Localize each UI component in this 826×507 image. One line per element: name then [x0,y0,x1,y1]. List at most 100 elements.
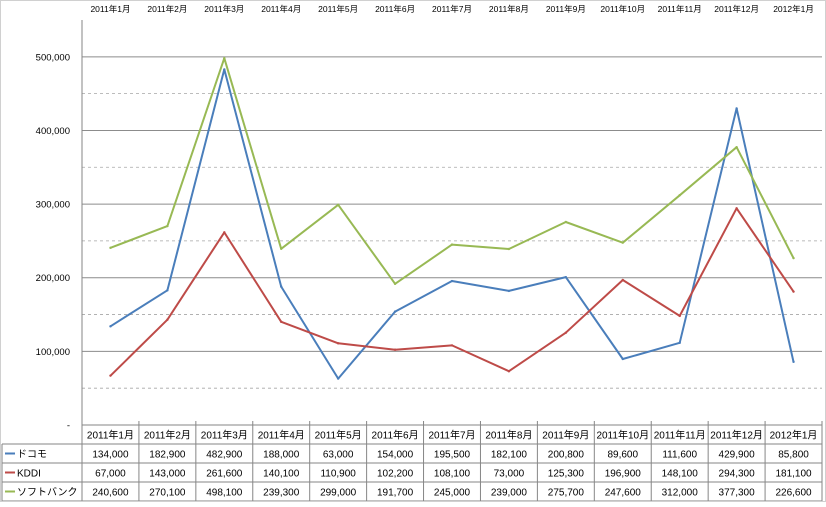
data-point [280,285,283,288]
table-value-cell: 143,000 [149,469,186,480]
table-value-cell: 108,100 [434,469,471,480]
table-value-cell: 261,600 [206,469,243,480]
data-point [280,320,283,324]
y-tick-label: 400,000 [36,126,70,137]
table-header-cell: 2011年4月 [258,429,305,442]
table-value-cell: 312,000 [662,488,699,499]
table-value-cell: 245,000 [434,488,471,499]
legend-label: ドコモ [17,450,47,461]
y-tick-label: 300,000 [36,200,70,211]
top-category-label: 2011年5月 [318,4,358,14]
data-point [336,342,340,345]
top-category-label: 2011年8月 [489,4,529,14]
table-header-cell: 2011年11月 [654,429,706,442]
data-point [735,207,738,210]
data-point [166,318,169,321]
top-category-label: 2011年4月 [261,4,301,14]
table-value-cell: 196,900 [605,469,642,480]
data-point [166,224,169,228]
table-value-cell: 482,900 [206,450,243,461]
table-value-cell: 377,300 [719,488,756,499]
table-header-cell: 2011年12月 [710,429,763,442]
top-category-label: 2011年11月 [658,4,702,14]
table-value-cell: 195,500 [434,450,471,461]
table-value-cell: 73,000 [494,469,525,480]
table-value-cell: 181,100 [775,469,812,480]
table-value-cell: 111,600 [662,450,697,461]
data-point [223,68,226,71]
table-header-cell: 2011年5月 [315,429,362,442]
top-category-label: 2012年1月 [773,4,814,14]
table-value-cell: 154,000 [377,450,414,461]
table-header-cell: 2011年6月 [372,429,419,442]
table-value-cell: 294,300 [719,469,756,480]
table-value-cell: 275,700 [548,488,585,499]
table-value-cell: 240,600 [92,488,129,499]
data-point [564,275,568,279]
table-value-cell: 85,800 [778,450,809,461]
top-category-label: 2011年12月 [714,4,759,14]
y-tick-label: 200,000 [36,273,70,284]
data-point [109,246,112,250]
data-point [336,377,340,380]
table-value-cell: 110,900 [320,469,356,480]
table-value-cell: 188,000 [263,450,300,461]
table-value-cell: 67,000 [95,469,126,480]
table-value-cell: 140,100 [263,469,300,480]
table-value-cell: 498,100 [206,488,243,499]
data-point [621,278,624,282]
table-value-cell: 429,900 [719,450,756,461]
table-value-cell: 200,800 [548,450,585,461]
top-category-label: 2011年1月 [90,4,130,14]
top-category-label: 2011年9月 [546,4,586,14]
top-category-label: 2011年3月 [204,4,244,14]
table-value-cell: 134,000 [92,450,129,461]
data-point [792,256,795,260]
table-header-cell: 2011年2月 [144,429,191,442]
data-point [109,325,112,328]
top-category-label: 2011年2月 [147,4,187,14]
table-value-cell: 102,200 [377,469,414,480]
table-value-cell: 226,600 [775,488,812,499]
table-header-cell: 2011年8月 [485,429,532,442]
table-value-cell: 63,000 [323,450,354,461]
data-point [336,203,340,207]
table-value-cell: 239,000 [491,488,528,499]
data-point [166,289,169,292]
data-point [393,282,397,286]
data-point [564,331,568,334]
data-point [507,247,511,251]
data-point [507,289,511,293]
y-tick-label: 100,000 [36,347,70,358]
data-point [450,344,454,347]
data-point [280,247,283,250]
top-category-label: 2011年6月 [375,4,415,14]
data-point [564,220,568,224]
table-header-cell: 2011年9月 [542,429,589,442]
table-value-cell: 239,300 [263,488,300,499]
table-value-cell: 270,100 [149,488,186,499]
series-line-0 [109,68,795,380]
data-point [678,341,681,345]
top-category-label: 2011年7月 [432,4,472,14]
table-value-cell: 182,100 [491,450,528,461]
y-tick-label: - [67,421,70,432]
data-point [621,357,624,361]
data-point [621,241,624,244]
table-value-cell: 191,700 [377,488,414,499]
data-point [735,107,738,110]
y-tick-label: 500,000 [36,52,70,63]
top-category-label: 2011年10月 [600,4,645,14]
data-point [792,360,795,364]
data-point [393,310,397,313]
table-value-cell: 125,300 [548,469,585,480]
table-header-cell: 2011年3月 [201,429,248,442]
data-point [393,348,397,351]
data-point [735,145,738,149]
data-point [678,314,681,318]
table-header-cell: 2011年10月 [596,429,649,442]
table-value-cell: 148,100 [662,469,699,480]
data-point [223,57,226,60]
